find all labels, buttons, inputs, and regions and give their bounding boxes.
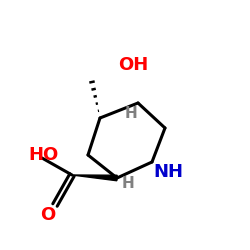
Text: NH: NH	[153, 163, 183, 181]
Polygon shape	[72, 175, 117, 181]
Text: H: H	[125, 106, 138, 120]
Text: OH: OH	[118, 56, 148, 74]
Text: O: O	[40, 206, 56, 224]
Text: HO: HO	[28, 146, 58, 164]
Text: H: H	[122, 176, 135, 190]
